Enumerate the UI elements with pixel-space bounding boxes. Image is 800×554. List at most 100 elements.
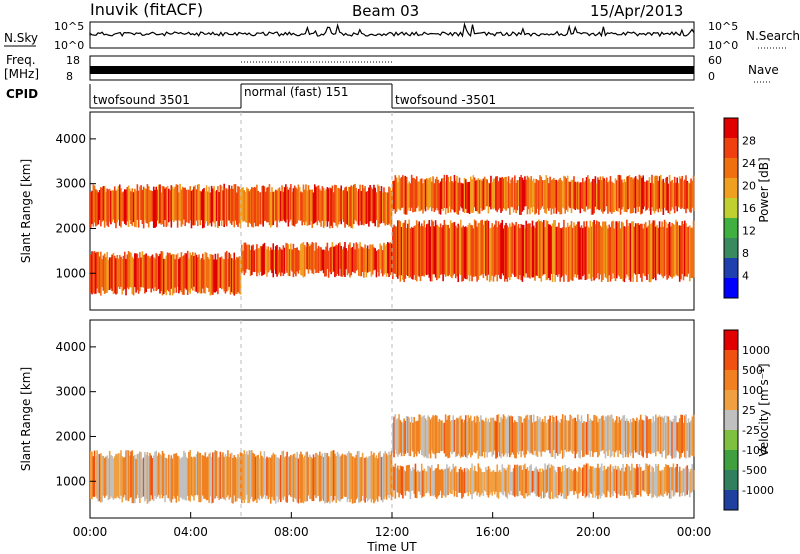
band-0-col-60 [165, 255, 168, 296]
band-4-col-158 [590, 181, 593, 215]
band-4-col-102 [520, 174, 522, 216]
band-1-col-132 [558, 466, 560, 496]
band-4-col-168 [603, 178, 605, 212]
band-2-col-87 [501, 219, 504, 274]
band-4-col-29 [428, 177, 431, 209]
band-2-col-143 [571, 418, 574, 454]
band-0-col-28 [125, 258, 127, 296]
band-0-col-44 [145, 454, 147, 500]
band-3-col-106 [223, 183, 225, 228]
band-3-col-125 [247, 188, 249, 228]
band-0-col-64 [170, 254, 173, 289]
band-1-col-206 [651, 466, 653, 499]
band-2-col-98 [515, 221, 517, 277]
band-2-col-168 [603, 221, 605, 274]
band-3-col-18 [112, 190, 115, 220]
band-1-col-86 [349, 242, 351, 278]
band-1-col-117 [539, 468, 541, 497]
band-0-col-143 [269, 457, 272, 504]
band-2-col-230 [681, 221, 684, 275]
band-1-col-94 [359, 242, 361, 277]
band-0-col-93 [207, 456, 209, 500]
band-1-col-131 [556, 466, 559, 499]
band-4-col-44 [447, 176, 449, 213]
band-1-col-63 [471, 463, 473, 500]
band-0-col-54 [157, 452, 160, 495]
band-4-col-38 [439, 181, 442, 215]
band-2-col-229 [680, 414, 682, 458]
band-2-col-167 [602, 221, 604, 280]
band-2-col-147 [576, 414, 579, 452]
band-2-col-140 [568, 226, 570, 282]
band-1-col-23 [420, 463, 423, 498]
nave-label: Nave [748, 63, 779, 77]
band-0-col-155 [285, 456, 287, 502]
band-1-col-103 [521, 469, 524, 496]
band-1-col-78 [339, 242, 341, 269]
band-1-col-85 [347, 244, 350, 274]
band-1-col-151 [582, 467, 584, 497]
band-2-col-126 [550, 226, 553, 274]
band-1-col-109 [529, 465, 531, 496]
band-1-col-38 [439, 469, 442, 491]
band-0-col-136 [261, 455, 263, 499]
band-4-col-188 [628, 175, 631, 208]
band-1-col-213 [660, 471, 662, 495]
band-3-col-191 [330, 188, 332, 226]
band-0-col-150 [278, 458, 281, 500]
band-3-col-11 [103, 186, 106, 228]
band-3-col-211 [355, 187, 358, 222]
band-2-col-213 [660, 226, 662, 274]
band-3-col-175 [310, 189, 312, 222]
band-4-col-16 [412, 177, 414, 213]
band-3-col-37 [136, 184, 139, 220]
band-4-col-197 [639, 175, 642, 215]
band-3-col-1 [91, 190, 93, 225]
band-1-col-70 [329, 247, 331, 272]
band-3-col-141 [267, 186, 270, 223]
band-2-col-5 [398, 220, 400, 276]
band-4-col-87 [501, 176, 504, 212]
band-1-col-57 [463, 468, 466, 494]
band-1-col-82 [495, 471, 497, 492]
band-2-col-10 [404, 219, 407, 279]
band-2-col-228 [678, 418, 681, 459]
band-1-col-156 [588, 469, 590, 498]
band-2-col-109 [529, 415, 531, 454]
band-2-col-111 [531, 422, 534, 455]
band-1-col-152 [583, 464, 585, 494]
band-2-col-166 [600, 227, 603, 282]
band-4-col-233 [685, 175, 687, 214]
band-2-col-94 [510, 226, 512, 278]
band-0-col-101 [217, 253, 219, 295]
band-1-col-194 [636, 464, 638, 495]
band-0-col-76 [185, 456, 188, 501]
band-2-col-54 [459, 415, 462, 458]
band-2-col-198 [641, 223, 643, 282]
band-0-col-79 [189, 252, 192, 294]
band-0-col-175 [310, 456, 312, 500]
band-3-col-189 [327, 188, 330, 222]
band-4-col-110 [530, 176, 533, 208]
velocity-map [90, 320, 695, 518]
band-1-col-16 [261, 246, 263, 276]
band-3-col-164 [296, 188, 298, 224]
colorbar-tick-0: 28 [742, 135, 756, 148]
nsky-tick-bottom: 10^0 [54, 39, 84, 52]
band-1-col-30 [278, 246, 281, 273]
band-1-col-190 [631, 463, 633, 495]
band-2-col-223 [672, 419, 675, 458]
band-1-col-28 [427, 465, 429, 492]
band-0-col-36 [135, 458, 137, 499]
band-3-col-89 [201, 189, 204, 229]
band-4-col-140 [568, 181, 570, 207]
band-2-col-207 [652, 416, 655, 454]
band-1-col-19 [264, 246, 267, 271]
band-1-col-39 [290, 243, 292, 270]
band-3-col-35 [134, 188, 136, 227]
band-2-col-81 [493, 224, 496, 277]
band-0-col-17 [111, 254, 113, 292]
band-1-col-50 [454, 465, 457, 492]
band-4-col-190 [631, 177, 633, 214]
band-0-col-87 [199, 259, 202, 294]
